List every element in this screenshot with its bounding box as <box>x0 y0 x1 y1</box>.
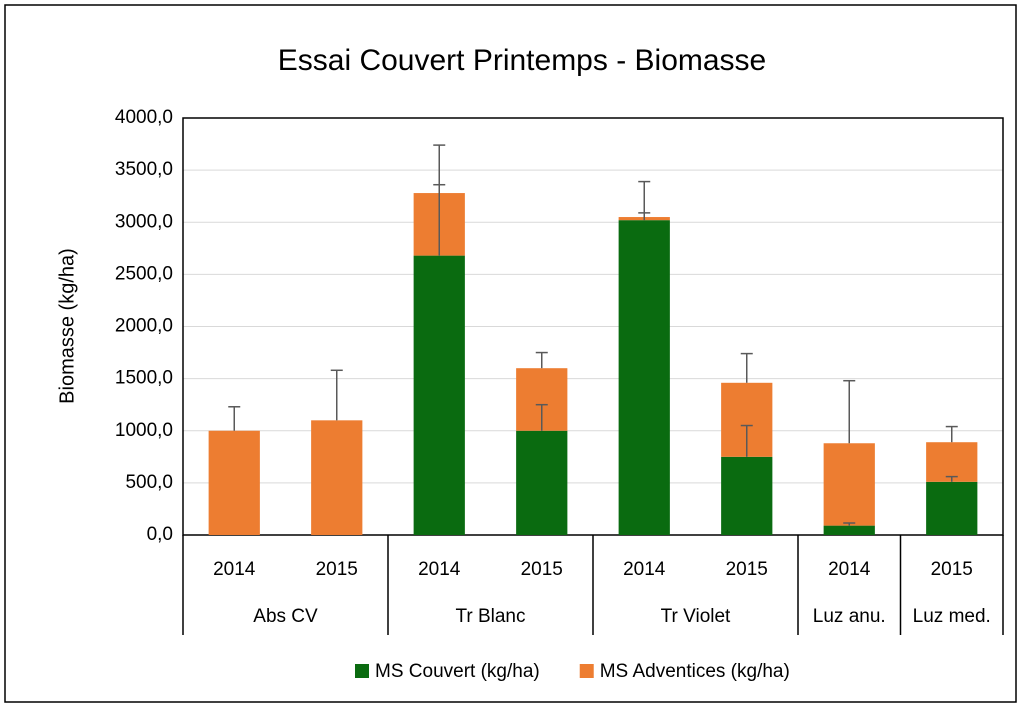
error-bar <box>433 144 446 194</box>
bar <box>823 443 875 526</box>
error-bar <box>740 352 753 383</box>
x-tick-label: 2015 <box>931 559 973 580</box>
legend-swatch <box>355 664 369 678</box>
bar <box>208 430 260 535</box>
error-bar <box>945 475 958 482</box>
error-bar <box>843 522 856 526</box>
group-label: Luz med. <box>913 606 991 627</box>
error-bar <box>740 424 753 457</box>
y-tick-label: 3500,0 <box>115 159 173 180</box>
bar <box>721 456 773 535</box>
x-tick-label: 2015 <box>521 559 563 580</box>
bar <box>413 255 465 536</box>
y-tick-label: 2000,0 <box>115 316 173 337</box>
x-tick-label: 2014 <box>418 559 461 580</box>
y-tick-label: 3000,0 <box>115 211 173 232</box>
group-label: Tr Violet <box>661 606 731 627</box>
legend-label: MS Couvert (kg/ha) <box>375 661 540 682</box>
y-tick-label: 4000,0 <box>115 107 173 128</box>
group-label: Tr Blanc <box>455 606 525 627</box>
y-tick-label: 1500,0 <box>115 368 173 389</box>
bar <box>311 420 363 535</box>
chart-title: Essai Couvert Printemps - Biomasse <box>278 44 767 77</box>
bar <box>618 220 670 536</box>
error-bar <box>228 406 241 431</box>
x-tick-label: 2014 <box>623 559 666 580</box>
group-label: Luz anu. <box>813 606 886 627</box>
y-axis-label: Biomasse (kg/ha) <box>56 248 78 404</box>
x-tick-label: 2014 <box>828 559 871 580</box>
x-tick-label: 2015 <box>316 559 358 580</box>
bar <box>823 525 875 535</box>
bar <box>516 430 568 535</box>
bar <box>926 442 978 482</box>
y-tick-label: 0,0 <box>147 524 173 545</box>
group-label: Abs CV <box>253 606 318 627</box>
error-bar <box>330 369 343 421</box>
y-tick-label: 2500,0 <box>115 263 173 284</box>
legend-label: MS Adventices (kg/ha) <box>600 661 790 682</box>
error-bar <box>638 180 651 218</box>
legend-swatch <box>579 664 594 678</box>
bar <box>926 481 978 535</box>
error-bar <box>843 379 856 444</box>
chart-border <box>4 4 1017 703</box>
x-tick-label: 2014 <box>213 559 256 580</box>
error-bar <box>535 403 548 431</box>
x-tick-label: 2015 <box>726 559 768 580</box>
y-tick-label: 1000,0 <box>115 420 173 441</box>
y-tick-label: 500,0 <box>125 472 173 493</box>
error-bar <box>945 425 958 443</box>
error-bar <box>535 351 548 369</box>
